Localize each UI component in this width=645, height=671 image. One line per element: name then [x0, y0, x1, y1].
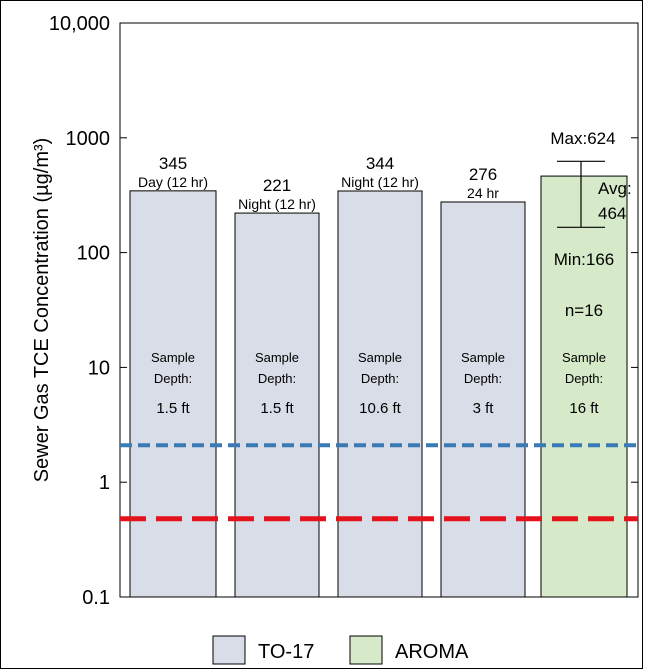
depth-label-line2: Depth: — [258, 371, 296, 386]
bar-value-label: 344 — [366, 154, 394, 173]
depth-label-line1: Sample — [358, 350, 402, 365]
bar — [234, 212, 320, 598]
depth-label-line1: Sample — [255, 350, 299, 365]
y-tick-label: 0.1 — [82, 587, 110, 609]
avg-label: Avg: — [598, 179, 632, 198]
bar-period-label: 24 hr — [467, 185, 499, 201]
depth-label-line1: Sample — [461, 350, 505, 365]
max-label: Max:624 — [550, 129, 615, 148]
bar-period-label: Day (12 hr) — [138, 174, 208, 190]
depth-value: 16 ft — [569, 400, 599, 417]
legend-label: AROMA — [395, 641, 469, 663]
legend-label: TO-17 — [258, 641, 314, 663]
depth-label-line2: Depth: — [154, 371, 192, 386]
bar — [540, 175, 628, 598]
avg-value: 464 — [598, 204, 626, 223]
y-tick-label: 10 — [88, 357, 110, 379]
bar-period-label: Night (12 hr) — [238, 196, 316, 212]
depth-label-line2: Depth: — [565, 371, 603, 386]
depth-label-line2: Depth: — [464, 371, 502, 386]
min-label: Min:166 — [554, 250, 614, 269]
depth-label-line1: Sample — [562, 350, 606, 365]
y-tick-label: 10,000 — [49, 13, 110, 35]
bar — [440, 201, 526, 598]
depth-label-line1: Sample — [151, 350, 195, 365]
bar-value-label: 221 — [263, 176, 291, 195]
legend-swatch — [212, 635, 246, 665]
depth-value: 1.5 ft — [260, 400, 294, 417]
depth-value: 10.6 ft — [359, 400, 402, 417]
bar-value-label: 345 — [159, 154, 187, 173]
y-tick-label: 1 — [99, 472, 110, 494]
y-tick-label: 1000 — [66, 128, 111, 150]
depth-label-line2: Depth: — [361, 371, 399, 386]
bar-value-label: 276 — [469, 165, 497, 184]
legend-swatch — [349, 635, 383, 665]
n-label: n=16 — [565, 301, 603, 320]
depth-value: 3 ft — [473, 400, 495, 417]
bar-period-label: Night (12 hr) — [341, 174, 419, 190]
y-tick-label: 100 — [77, 243, 110, 265]
bar — [129, 190, 217, 598]
y-axis-label: Sewer Gas TCE Concentration (µg/m³) — [31, 138, 53, 483]
bar — [337, 190, 423, 598]
depth-value: 1.5 ft — [156, 400, 190, 417]
